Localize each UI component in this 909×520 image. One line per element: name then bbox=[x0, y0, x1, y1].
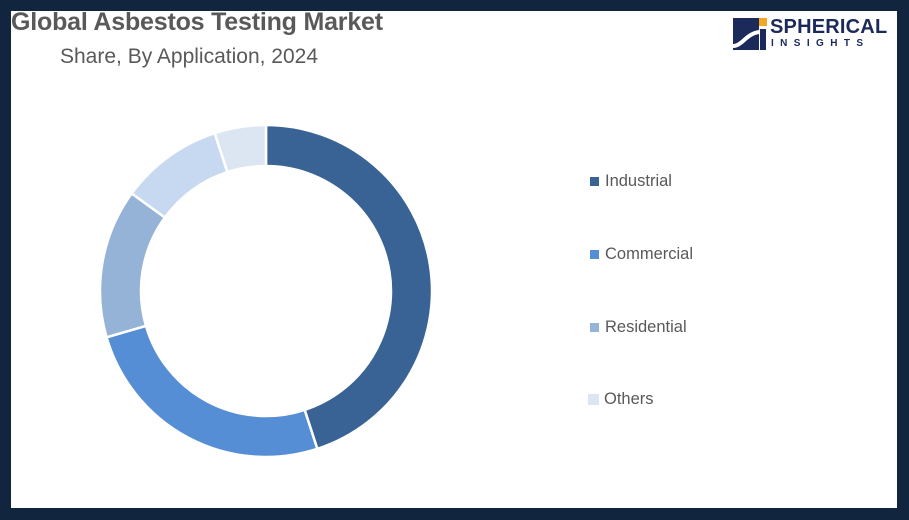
donut-slice-unlabeled bbox=[129, 131, 229, 220]
legend-swatch-icon bbox=[590, 322, 599, 332]
legend-item-residential: Residential bbox=[590, 317, 687, 337]
donut-slice-industrial bbox=[264, 123, 434, 451]
logo-name: SPHERICAL bbox=[770, 16, 888, 38]
legend-swatch-icon bbox=[588, 393, 599, 405]
donut-slice-others bbox=[213, 123, 268, 174]
logo-mark-icon bbox=[733, 18, 767, 50]
chart-subtitle: Share, By Application, 2024 bbox=[60, 45, 319, 68]
donut-slice-commercial bbox=[105, 324, 319, 459]
spherical-insights-logo: SPHERICAL INSIGHTS bbox=[733, 16, 887, 52]
legend-label: Others bbox=[604, 389, 654, 408]
legend-item-industrial: Industrial bbox=[590, 171, 672, 191]
donut-slice-residential bbox=[98, 191, 167, 339]
legend-item-others: Others bbox=[588, 389, 654, 409]
legend-swatch-icon bbox=[590, 249, 599, 259]
chart-title: Global Asbestos Testing Market bbox=[11, 8, 383, 36]
logo-tagline: INSIGHTS bbox=[771, 38, 870, 49]
legend-swatch-icon bbox=[590, 176, 599, 186]
legend-item-commercial: Commercial bbox=[590, 244, 693, 264]
chart-frame bbox=[11, 11, 897, 508]
legend-label: Commercial bbox=[605, 244, 694, 263]
legend-label: Residential bbox=[605, 317, 687, 336]
legend-label: Industrial bbox=[605, 171, 672, 190]
